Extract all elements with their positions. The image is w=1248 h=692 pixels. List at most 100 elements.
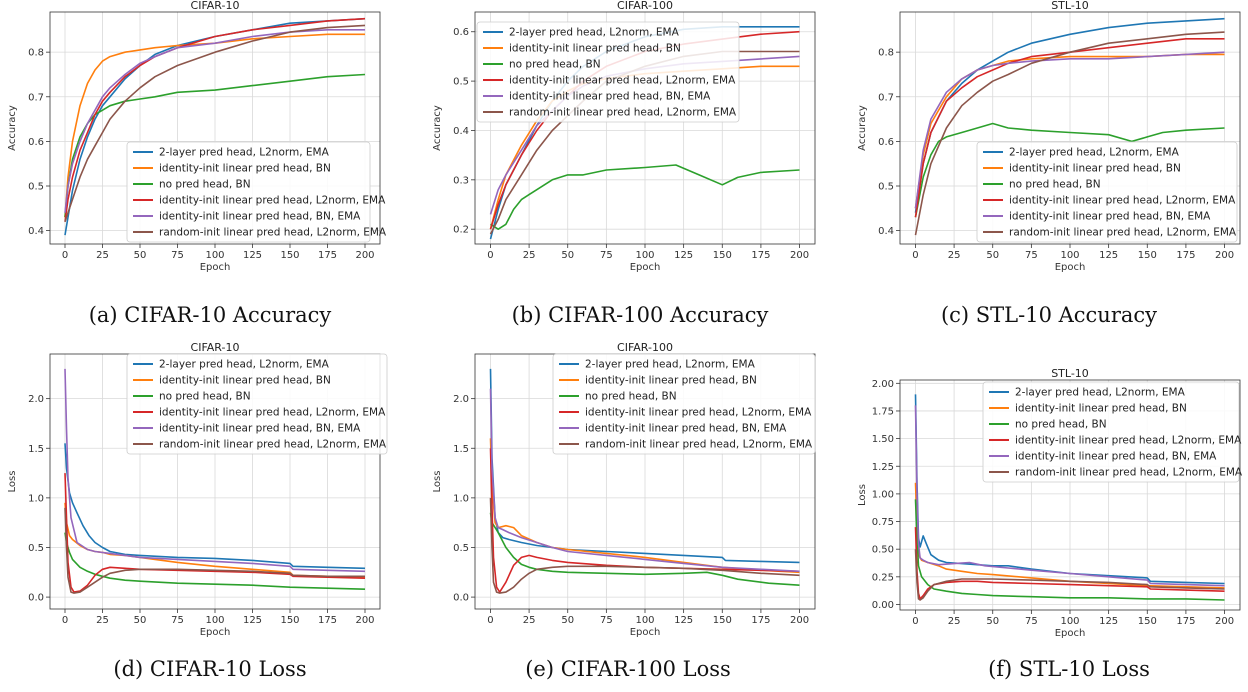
- x-tick-label: 150: [1138, 616, 1157, 627]
- series-line-6: [914, 31, 1225, 236]
- x-tick-label: 100: [635, 250, 654, 261]
- legend-entry: identity-init linear pred head, BN, EMA: [1015, 451, 1217, 463]
- y-tick-label: 0.5: [453, 77, 469, 88]
- legend-entry: 2-layer pred head, L2norm, EMA: [1009, 147, 1180, 159]
- y-tick-label: 1.0: [453, 493, 469, 504]
- y-tick-label: 2.00: [872, 379, 894, 390]
- x-tick-label: 175: [318, 615, 337, 626]
- legend-entry: identity-init linear pred head, L2norm, …: [1009, 195, 1236, 207]
- chart-panel-1: 0 25 50 75 100 125 150 175 200 0.4 0.5 0.6 0.7 0.8 CIF…: [7, 0, 387, 327]
- x-tick-label: 125: [674, 615, 693, 626]
- x-tick-label: 125: [243, 615, 262, 626]
- y-tick-label: 0.0: [28, 593, 44, 604]
- x-tick-label: 25: [523, 250, 536, 261]
- series-line-3: [490, 164, 800, 230]
- x-tick-label: 175: [751, 615, 770, 626]
- legend-entry: 2-layer pred head, L2norm, EMA: [509, 27, 680, 39]
- x-tick-label: 200: [1215, 616, 1234, 627]
- x-axis-label: Epoch: [630, 262, 661, 273]
- y-tick-label: 0.25: [872, 572, 894, 583]
- figure-caption: (e) CIFAR-100 Loss: [525, 657, 731, 681]
- legend-entry: no pred head, BN: [1009, 179, 1101, 191]
- legend: 2-layer pred head, L2norm, EMA identity-i…: [476, 21, 740, 123]
- x-tick-label: 75: [171, 250, 184, 261]
- y-tick-label: 0.7: [878, 92, 894, 103]
- legend-entry: identity-init linear pred head, BN: [509, 43, 681, 55]
- series-line-6: [64, 24, 366, 222]
- y-tick-label: 0.7: [28, 92, 44, 103]
- y-tick-label: 0.0: [453, 593, 469, 604]
- y-tick-label: 0.3: [453, 175, 469, 186]
- x-tick-label: 125: [1099, 616, 1118, 627]
- x-tick-label: 200: [1215, 250, 1234, 261]
- legend-entry: no pred head, BN: [159, 391, 251, 403]
- x-axis-label: Epoch: [1055, 262, 1086, 273]
- x-tick-label: 50: [134, 250, 147, 261]
- legend-entry: identity-init linear pred head, BN: [1015, 403, 1187, 415]
- x-tick-label: 75: [600, 250, 613, 261]
- x-tick-label: 175: [751, 250, 770, 261]
- x-tick-label: 100: [1060, 250, 1079, 261]
- x-tick-label: 25: [96, 250, 109, 261]
- series-line-3: [64, 532, 366, 590]
- x-tick-label: 150: [713, 250, 732, 261]
- series-line-6: [489, 497, 800, 594]
- y-tick-label: 0.4: [878, 226, 894, 237]
- y-tick-label: 1.75: [872, 406, 894, 417]
- x-axis-label: Epoch: [200, 627, 231, 638]
- legend-entry: identity-init linear pred head, BN: [159, 163, 331, 175]
- series-line-3: [914, 499, 1225, 601]
- y-tick-label: 0.4: [453, 126, 469, 137]
- x-tick-label: 150: [1138, 250, 1157, 261]
- x-tick-label: 50: [561, 615, 574, 626]
- chart-title: CIFAR-100: [617, 0, 673, 12]
- y-tick-label: 0.6: [453, 27, 469, 38]
- series-line-4: [64, 17, 366, 222]
- legend-entry: identity-init linear pred head, L2norm, …: [159, 407, 386, 419]
- series-line-5: [914, 405, 1225, 587]
- y-tick-label: 0.5: [453, 543, 469, 554]
- x-tick-label: 100: [1060, 616, 1079, 627]
- x-tick-label: 0: [62, 615, 68, 626]
- x-tick-label: 50: [986, 250, 999, 261]
- x-tick-label: 25: [523, 615, 536, 626]
- figure-caption: (b) CIFAR-100 Accuracy: [512, 303, 769, 327]
- y-tick-label: 0.50: [872, 545, 894, 556]
- legend-box: [476, 21, 740, 123]
- chart-title: CIFAR-10: [191, 0, 240, 12]
- x-axis-label: Epoch: [1055, 628, 1086, 639]
- y-axis-label: Accuracy: [7, 105, 18, 151]
- legend-entry: identity-init linear pred head, BN, EMA: [1009, 211, 1211, 223]
- x-tick-label: 0: [912, 250, 918, 261]
- legend-entry: identity-init linear pred head, L2norm, …: [509, 75, 736, 87]
- series-line-4: [914, 527, 1225, 600]
- chart-title: CIFAR-100: [617, 341, 673, 354]
- legend-entry: random-init linear pred head, L2norm, EM…: [159, 227, 387, 239]
- y-tick-label: 1.50: [872, 434, 894, 445]
- x-tick-label: 100: [205, 615, 224, 626]
- legend: 2-layer pred head, L2norm, EMA identity-i…: [126, 353, 388, 455]
- legend-entry: identity-init linear pred head, BN: [1009, 163, 1181, 175]
- x-tick-label: 0: [912, 616, 918, 627]
- chart-title: STL-10: [1051, 367, 1089, 380]
- legend-entry: 2-layer pred head, L2norm, EMA: [159, 359, 330, 371]
- chart-panel-2: 0 25 50 75 100 125 150 175 200 0.2 0.3 0.4 0.5 0.6 CIF…: [432, 0, 816, 327]
- x-tick-label: 0: [487, 250, 493, 261]
- series-line-5: [489, 388, 800, 573]
- series-line-6: [914, 549, 1225, 601]
- y-tick-label: 0.5: [28, 182, 44, 193]
- legend-box: [982, 381, 1240, 483]
- y-tick-label: 1.0: [28, 493, 44, 504]
- legend-entry: random-init linear pred head, L2norm, EM…: [585, 439, 813, 451]
- series-line-5: [914, 51, 1225, 209]
- legend-entry: no pred head, BN: [159, 179, 251, 191]
- x-tick-label: 0: [62, 250, 68, 261]
- x-tick-label: 75: [1025, 616, 1038, 627]
- x-tick-label: 50: [561, 250, 574, 261]
- series-line-5: [64, 368, 366, 573]
- legend-entry: identity-init linear pred head, BN: [585, 375, 757, 387]
- x-tick-label: 125: [1099, 250, 1118, 261]
- x-axis-label: Epoch: [630, 627, 661, 638]
- x-tick-label: 200: [355, 250, 374, 261]
